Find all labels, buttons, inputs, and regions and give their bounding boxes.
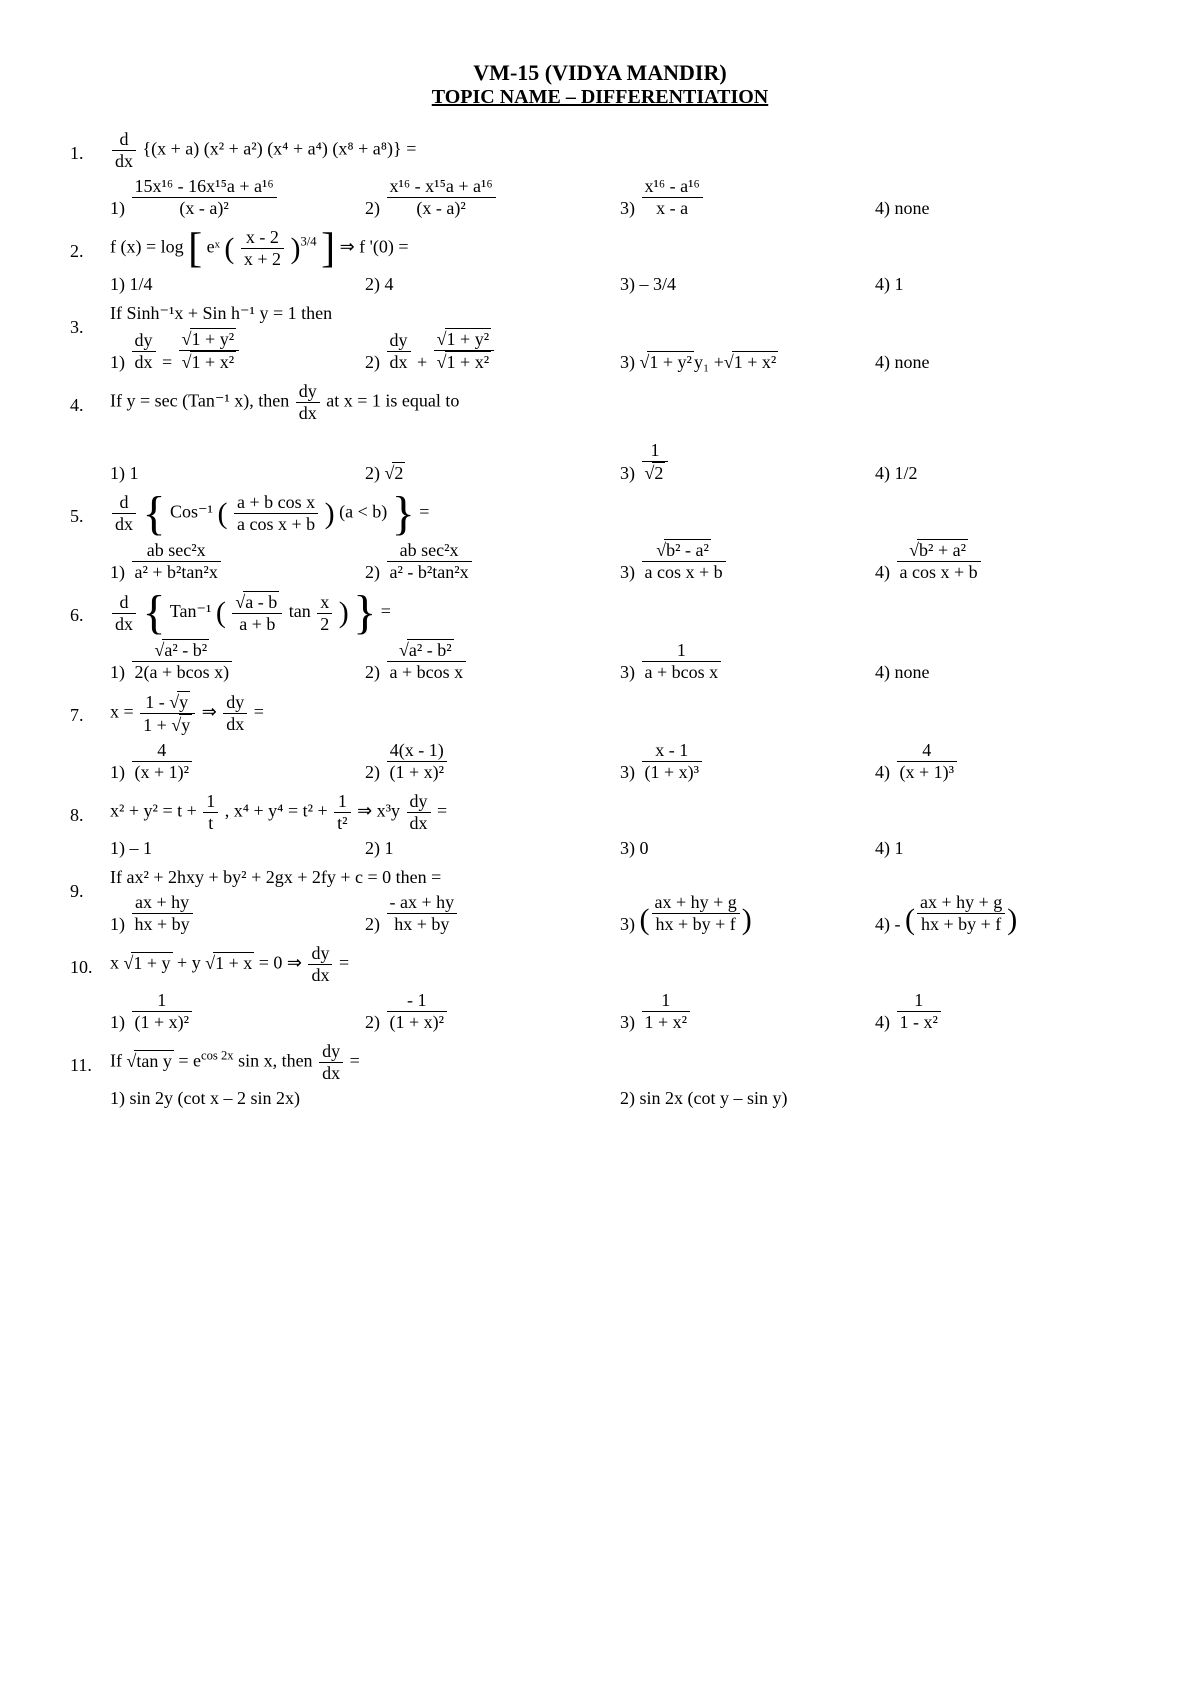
q4-opt1: 1) 1 [110, 440, 365, 484]
q1-opt1: 1) 15x¹⁶ - 16x¹⁵a + a¹⁶(x - a)² [110, 176, 365, 219]
q8-number: 8. [70, 791, 110, 826]
q1-opt3: 3) x¹⁶ - a¹⁶x - a [620, 176, 875, 219]
q5-opt4: 4) √b² + a²a cos x + b [875, 539, 1130, 583]
q9-number: 9. [70, 867, 110, 902]
q3-stem: If Sinh⁻¹x + Sin h⁻¹ y = 1 then [110, 303, 1130, 324]
q10-options: 1) 1(1 + x)² 2) - 1(1 + x)² 3) 11 + x² 4… [110, 990, 1130, 1033]
q5-stem: ddx { Cos⁻¹ ( a + b cos xa cos x + b ) (… [110, 492, 1130, 535]
question-9: 9. If ax² + 2hxy + by² + 2gx + 2fy + c =… [70, 867, 1130, 935]
question-7: 7. x = 1 - √y 1 + √y ⇒ dydx = 1) 4(x + 1… [70, 691, 1130, 783]
q6-opt2: 2) √a² - b²a + bcos x [365, 639, 620, 683]
q4-stem: If y = sec (Tan⁻¹ x), then dydx at x = 1… [110, 381, 1130, 424]
q11-opt1: 1) sin 2y (cot x – 2 sin 2x) [110, 1088, 620, 1109]
question-6: 6. ddx { Tan⁻¹ ( √a - ba + b tan x2 ) } … [70, 591, 1130, 683]
q6-stem: ddx { Tan⁻¹ ( √a - ba + b tan x2 ) } = [110, 591, 1130, 635]
q4-options: 1) 1 2) √2 3) 1√2 4) 1/2 [110, 440, 1130, 484]
q1-opt2: 2) x¹⁶ - x¹⁵a + a¹⁶(x - a)² [365, 176, 620, 219]
question-3: 3. If Sinh⁻¹x + Sin h⁻¹ y = 1 then 1) dy… [70, 303, 1130, 373]
q10-number: 10. [70, 943, 110, 978]
q7-opt4: 4) 4(x + 1)³ [875, 740, 1130, 783]
q2-stem: f (x) = log [ eˣ ( x - 2x + 2 )3/4 ] ⇒ f… [110, 227, 1130, 270]
question-1: 1. ddx {(x + a) (x² + a²) (x⁴ + a⁴) (x⁸ … [70, 129, 1130, 219]
q5-opt1: 1) ab sec²xa² + b²tan²x [110, 539, 365, 583]
question-2: 2. f (x) = log [ eˣ ( x - 2x + 2 )3/4 ] … [70, 227, 1130, 295]
q6-number: 6. [70, 591, 110, 626]
q1-options: 1) 15x¹⁶ - 16x¹⁵a + a¹⁶(x - a)² 2) x¹⁶ -… [110, 176, 1130, 219]
question-5: 5. ddx { Cos⁻¹ ( a + b cos xa cos x + b … [70, 492, 1130, 583]
q11-options: 1) sin 2y (cot x – 2 sin 2x) 2) sin 2x (… [110, 1088, 1130, 1109]
q7-options: 1) 4(x + 1)² 2) 4(x - 1)(1 + x)² 3) x - … [110, 740, 1130, 783]
q3-opt3: 3) √1 + y² y₁ + √1 + x² [620, 328, 875, 373]
q2-opt2: 2) 4 [365, 274, 620, 295]
q11-number: 11. [70, 1041, 110, 1076]
question-11: 11. If √tan y = ecos 2x sin x, then dydx… [70, 1041, 1130, 1109]
q2-opt4: 4) 1 [875, 274, 1130, 295]
q5-options: 1) ab sec²xa² + b²tan²x 2) ab sec²xa² - … [110, 539, 1130, 583]
q3-number: 3. [70, 303, 110, 338]
q11-stem: If √tan y = ecos 2x sin x, then dydx = [110, 1041, 1130, 1084]
page-title: VM-15 (VIDYA MANDIR) [70, 60, 1130, 86]
q10-opt1: 1) 1(1 + x)² [110, 990, 365, 1033]
q9-stem: If ax² + 2hxy + by² + 2gx + 2fy + c = 0 … [110, 867, 1130, 888]
q9-opt1: 1) ax + hyhx + by [110, 892, 365, 935]
q6-opt3: 3) 1a + bcos x [620, 639, 875, 683]
q2-options: 1) 1/4 2) 4 3) – 3/4 4) 1 [110, 274, 1130, 295]
question-10: 10. x √1 + y + y √1 + x = 0 ⇒ dydx = 1) … [70, 943, 1130, 1033]
q1-opt4: 4) none [875, 176, 1130, 219]
q3-options: 1) dydx = √1 + y²√1 + x² 2) dydx + √1 + … [110, 328, 1130, 373]
q1-number: 1. [70, 129, 110, 164]
question-4: 4. If y = sec (Tan⁻¹ x), then dydx at x … [70, 381, 1130, 484]
q6-options: 1) √a² - b²2(a + bcos x) 2) √a² - b²a + … [110, 639, 1130, 683]
q2-opt3: 3) – 3/4 [620, 274, 875, 295]
q3-opt2: 2) dydx + √1 + y²√1 + x² [365, 328, 620, 373]
q5-number: 5. [70, 492, 110, 527]
q7-opt3: 3) x - 1(1 + x)³ [620, 740, 875, 783]
q8-opt2: 2) 1 [365, 838, 620, 859]
question-8: 8. x² + y² = t + 1t , x⁴ + y⁴ = t² + 1t²… [70, 791, 1130, 859]
q8-stem: x² + y² = t + 1t , x⁴ + y⁴ = t² + 1t² ⇒ … [110, 791, 1130, 834]
q2-number: 2. [70, 227, 110, 262]
q8-options: 1) – 1 2) 1 3) 0 4) 1 [110, 838, 1130, 859]
q7-stem: x = 1 - √y 1 + √y ⇒ dydx = [110, 691, 1130, 736]
page-topic: TOPIC NAME – DIFFERENTIATION [70, 86, 1130, 109]
q5-opt2: 2) ab sec²xa² - b²tan²x [365, 539, 620, 583]
q1-stem: ddx {(x + a) (x² + a²) (x⁴ + a⁴) (x⁸ + a… [110, 129, 1130, 172]
q7-opt1: 1) 4(x + 1)² [110, 740, 365, 783]
q9-opt4: 4) - (ax + hy + ghx + by + f) [875, 892, 1130, 935]
q4-number: 4. [70, 381, 110, 416]
q4-opt4: 4) 1/2 [875, 440, 1130, 484]
q8-opt4: 4) 1 [875, 838, 1130, 859]
q2-opt1: 1) 1/4 [110, 274, 365, 295]
q7-number: 7. [70, 691, 110, 726]
q3-opt1: 1) dydx = √1 + y²√1 + x² [110, 328, 365, 373]
q6-opt4: 4) none [875, 639, 1130, 683]
q5-opt3: 3) √b² - a²a cos x + b [620, 539, 875, 583]
q8-opt1: 1) – 1 [110, 838, 365, 859]
q4-opt3: 3) 1√2 [620, 440, 875, 484]
q10-opt4: 4) 11 - x² [875, 990, 1130, 1033]
q10-stem: x √1 + y + y √1 + x = 0 ⇒ dydx = [110, 943, 1130, 986]
q10-opt3: 3) 11 + x² [620, 990, 875, 1033]
q9-options: 1) ax + hyhx + by 2) - ax + hyhx + by 3)… [110, 892, 1130, 935]
q6-opt1: 1) √a² - b²2(a + bcos x) [110, 639, 365, 683]
q8-opt3: 3) 0 [620, 838, 875, 859]
q9-opt2: 2) - ax + hyhx + by [365, 892, 620, 935]
q3-opt4: 4) none [875, 328, 1130, 373]
q9-opt3: 3) (ax + hy + ghx + by + f) [620, 892, 875, 935]
q10-opt2: 2) - 1(1 + x)² [365, 990, 620, 1033]
q4-opt2: 2) √2 [365, 440, 620, 484]
q7-opt2: 2) 4(x - 1)(1 + x)² [365, 740, 620, 783]
q11-opt2: 2) sin 2x (cot y – sin y) [620, 1088, 1130, 1109]
page-header: VM-15 (VIDYA MANDIR) TOPIC NAME – DIFFER… [70, 60, 1130, 109]
